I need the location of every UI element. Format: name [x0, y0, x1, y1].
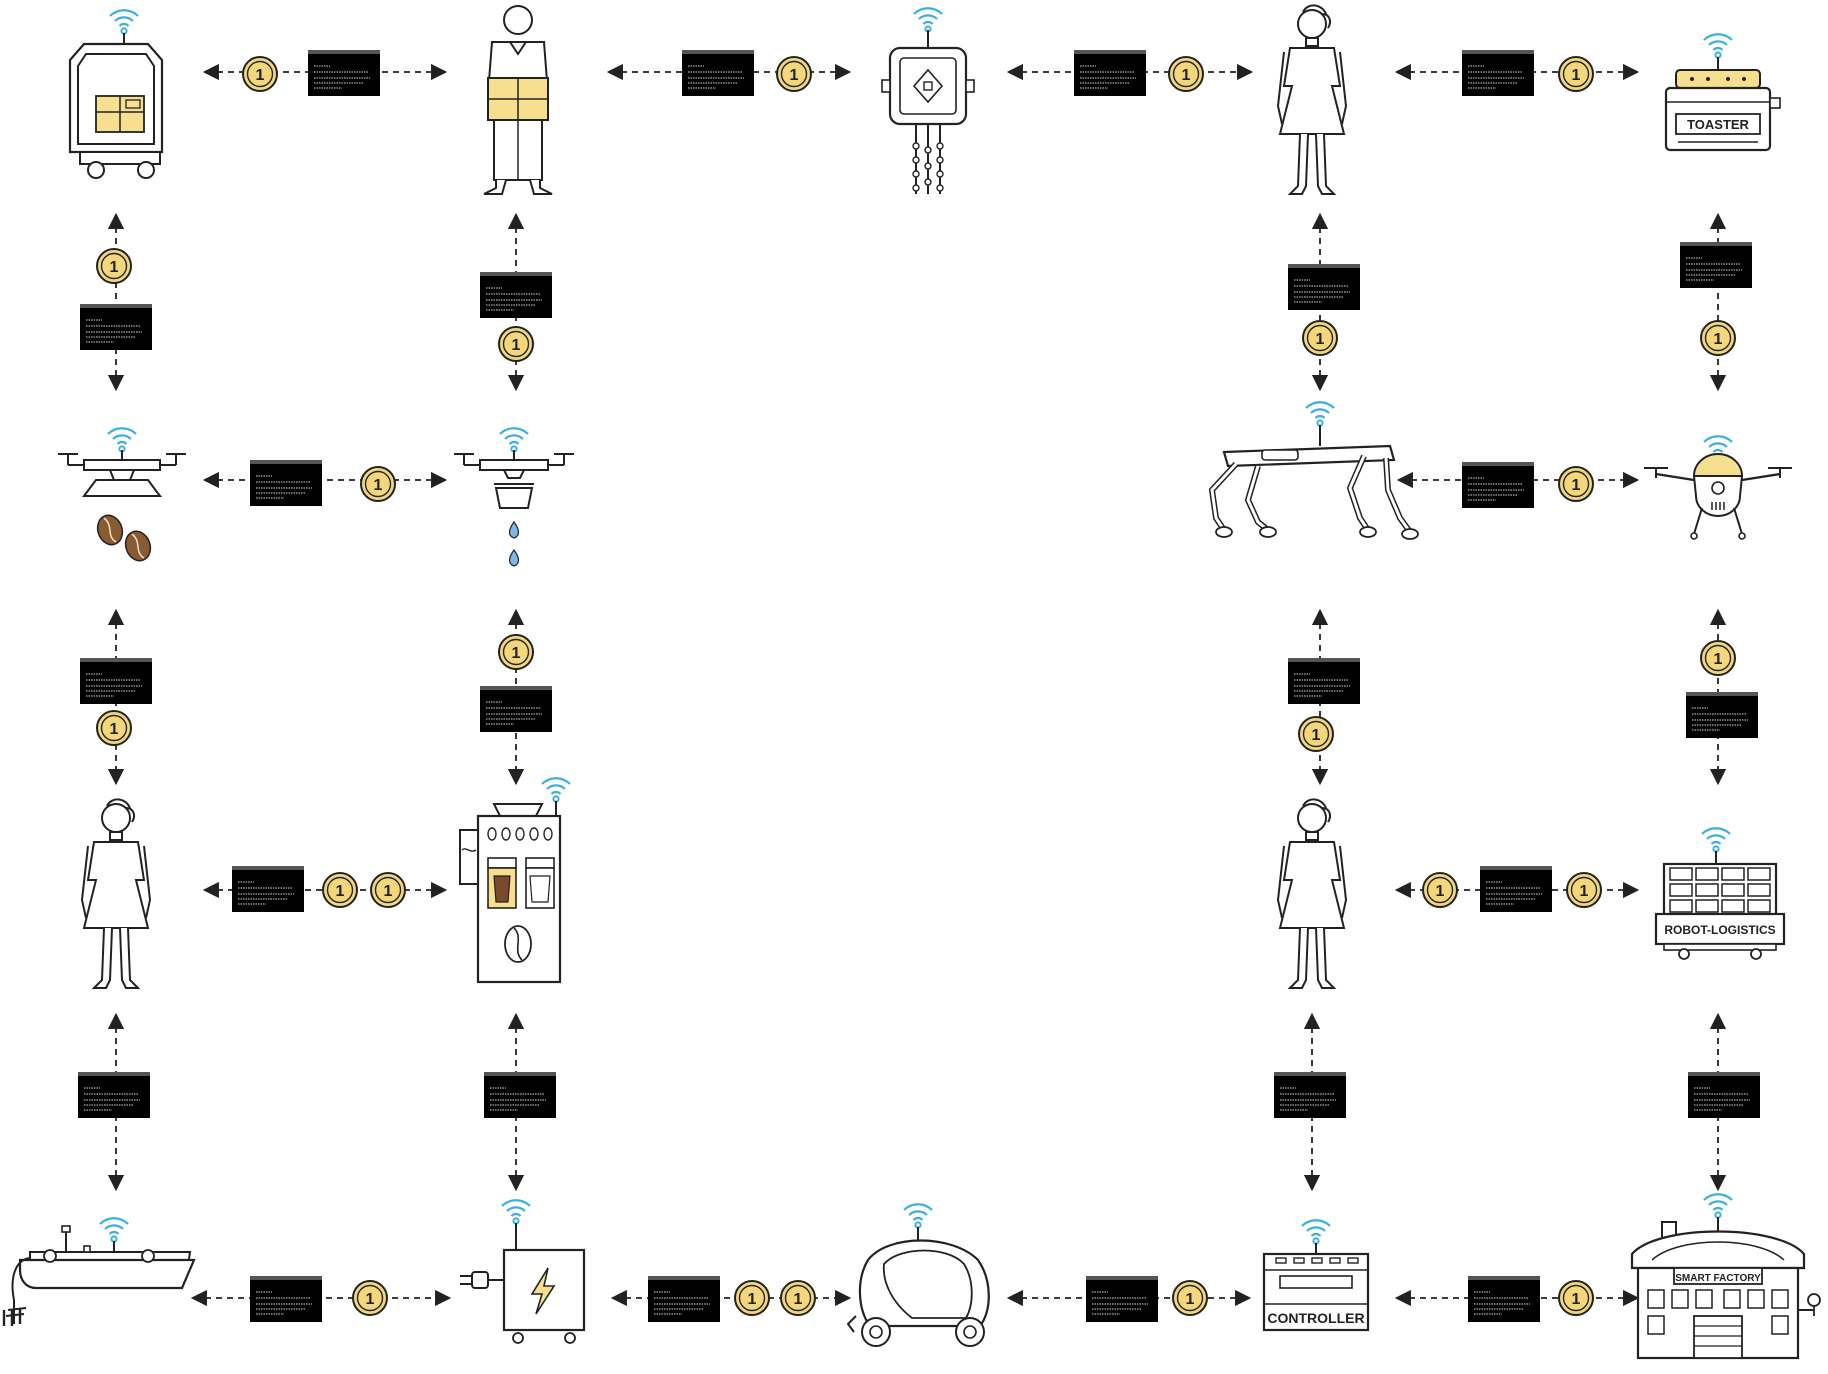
- token-coin: 1: [1566, 872, 1602, 908]
- toaster-node: TOASTER: [1664, 33, 1781, 152]
- message-box: [480, 272, 552, 318]
- smart-factory-label: SMART FACTORY: [1675, 1273, 1761, 1284]
- token-coin: 1: [370, 872, 406, 908]
- smart-factory-node: SMART FACTORY: [1630, 1193, 1821, 1360]
- message-box: [480, 686, 552, 732]
- message-box: [80, 658, 152, 704]
- woman-consumer-node-3: [1277, 798, 1347, 989]
- smart-chip-node: [881, 7, 975, 194]
- token-coin: 1: [776, 56, 812, 92]
- token-coin: 1: [1558, 1280, 1594, 1316]
- message-box: [648, 1276, 720, 1322]
- message-box: [78, 1072, 150, 1118]
- robot-logistics-label: ROBOT-LOGISTICS: [1664, 923, 1775, 937]
- token-coin: 1: [1558, 56, 1594, 92]
- token-coin: 1: [1700, 640, 1736, 676]
- token-coin: 1: [1422, 872, 1458, 908]
- token-coin: 1: [780, 1280, 816, 1316]
- message-box: [1288, 264, 1360, 310]
- message-box: [1468, 1276, 1540, 1322]
- controller-node: CONTROLLER: [1262, 1219, 1370, 1332]
- token-value: 1: [1572, 67, 1581, 84]
- token-coin: 1: [498, 326, 534, 362]
- connector-lines: [107, 63, 1727, 1307]
- token-value: 1: [1580, 883, 1589, 900]
- message-box: [250, 1276, 322, 1322]
- message-box: [1480, 866, 1552, 912]
- token-value: 1: [110, 259, 119, 276]
- token-coin: 1: [360, 466, 396, 502]
- token-coin: 1: [734, 1280, 770, 1316]
- token-value: 1: [1312, 727, 1321, 744]
- man-with-package-node: [483, 5, 553, 195]
- token-value: 1: [366, 1291, 375, 1308]
- token-value: 1: [336, 883, 345, 900]
- token-value: 1: [1572, 1291, 1581, 1308]
- token-value: 1: [1186, 1291, 1195, 1308]
- token-coins: 1 1 1 1 1 1 1 1 1 1 1 1 1 1 1 1 1 1 1 1 1 1 1: [96, 56, 1736, 1316]
- token-value: 1: [794, 1291, 803, 1308]
- autonomous-boat-node: [2, 1217, 196, 1326]
- token-value: 1: [1316, 331, 1325, 348]
- token-coin: 1: [96, 710, 132, 746]
- token-coin: 1: [1298, 716, 1334, 752]
- token-value: 1: [1714, 651, 1723, 668]
- message-box: [1288, 658, 1360, 704]
- token-coin: 1: [1172, 1280, 1208, 1316]
- token-coin: 1: [1558, 466, 1594, 502]
- token-coin: 1: [1168, 56, 1204, 92]
- token-value: 1: [512, 337, 521, 354]
- token-coin: 1: [96, 248, 132, 284]
- token-value: 1: [256, 67, 265, 84]
- message-boxes: [78, 50, 1760, 1322]
- token-coin: 1: [242, 56, 278, 92]
- message-box: [1686, 692, 1758, 738]
- robot-dog-node: [1208, 401, 1419, 540]
- woman-consumer-node-2: [81, 798, 151, 989]
- token-coin: 1: [1700, 320, 1736, 356]
- token-coin: 1: [1302, 320, 1338, 356]
- message-box: [1680, 242, 1752, 288]
- toaster-label: TOASTER: [1687, 117, 1749, 132]
- message-box: [682, 50, 754, 96]
- token-coin: 1: [322, 872, 358, 908]
- message-box: [232, 866, 304, 912]
- coffee-machine-node: [459, 777, 572, 984]
- token-value: 1: [790, 67, 799, 84]
- message-box: [1462, 50, 1534, 96]
- message-box: [1086, 1276, 1158, 1322]
- quadcopter-node: [1644, 435, 1792, 540]
- message-box: [484, 1072, 556, 1118]
- token-value: 1: [110, 721, 119, 738]
- message-box: [1074, 50, 1146, 96]
- message-box: [1688, 1072, 1760, 1118]
- token-value: 1: [1436, 883, 1445, 900]
- delivery-cart-node: [68, 9, 164, 179]
- token-value: 1: [1714, 331, 1723, 348]
- message-box: [1274, 1072, 1346, 1118]
- token-value: 1: [512, 645, 521, 662]
- token-value: 1: [384, 883, 393, 900]
- token-value: 1: [1572, 477, 1581, 494]
- token-coin: 1: [498, 634, 534, 670]
- drone-coffee-beans-node: [58, 427, 186, 562]
- electric-car-node: [846, 1203, 990, 1347]
- controller-label: CONTROLLER: [1267, 1310, 1364, 1326]
- message-box: [1462, 462, 1534, 508]
- message-box: [80, 304, 152, 350]
- message-box: [250, 460, 322, 506]
- message-box: [308, 50, 380, 96]
- drone-water-node: [454, 427, 574, 567]
- power-charger-node: [460, 1199, 586, 1344]
- token-coin: 1: [352, 1280, 388, 1316]
- woman-consumer-node-1: [1277, 4, 1347, 195]
- token-value: 1: [374, 477, 383, 494]
- robot-logistics-node: ROBOT-LOGISTICS: [1654, 827, 1786, 960]
- token-value: 1: [1182, 67, 1191, 84]
- token-value: 1: [748, 1291, 757, 1308]
